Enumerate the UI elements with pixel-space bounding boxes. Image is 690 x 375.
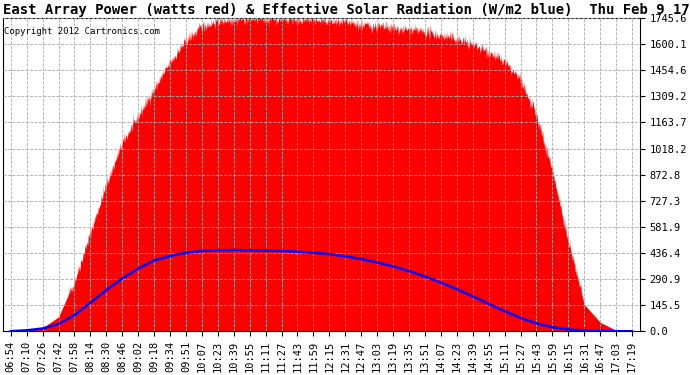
Text: East Array Power (watts red) & Effective Solar Radiation (W/m2 blue)  Thu Feb 9 : East Array Power (watts red) & Effective…: [3, 3, 690, 17]
Text: Copyright 2012 Cartronics.com: Copyright 2012 Cartronics.com: [4, 27, 160, 36]
